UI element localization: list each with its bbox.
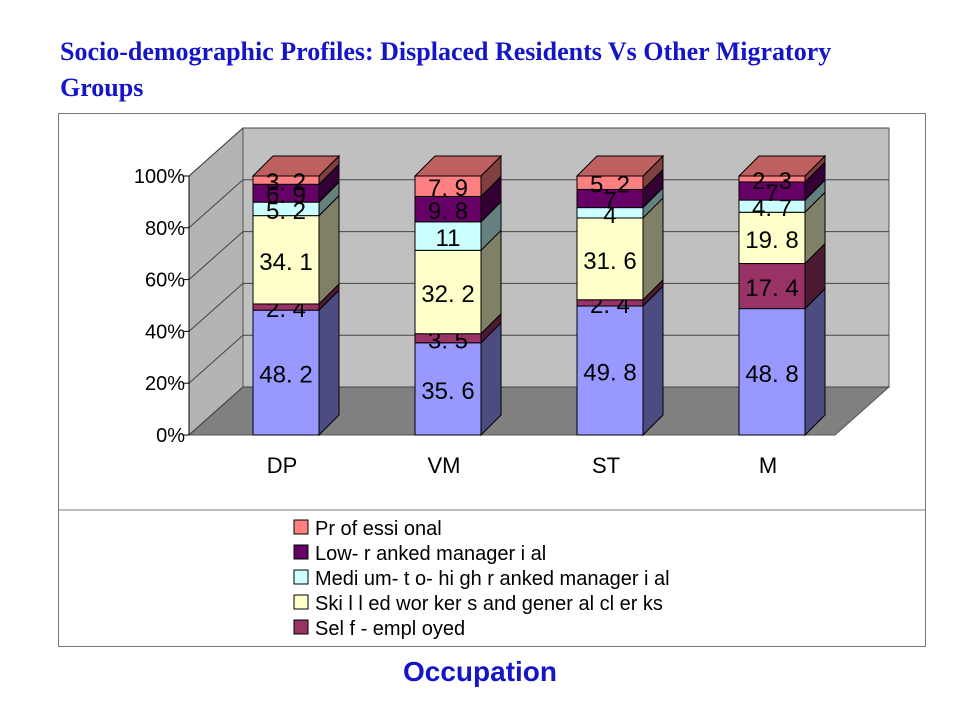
slide-title: Socio-demographic Profiles: Displaced Re…: [60, 37, 832, 102]
y-tick-label: 0%: [156, 425, 185, 447]
bar-segment: [414, 195, 482, 223]
gridline: [188, 127, 889, 177]
data-label: 31. 6: [583, 248, 636, 275]
data-label: 3. 2: [266, 169, 306, 196]
bar-side: [642, 284, 664, 437]
x-tick-label: ST: [592, 453, 620, 478]
y-tick-label: 20%: [145, 373, 185, 395]
bar-side: [804, 287, 826, 437]
bar-top: [575, 155, 665, 177]
data-label: 9. 8: [428, 198, 468, 225]
legend-label: Sel f - empl oyed: [315, 618, 465, 640]
x-tick-label: DP: [267, 453, 298, 478]
data-label: 48. 8: [745, 361, 798, 388]
y-tick-label: 80%: [145, 218, 185, 240]
data-label: 7: [603, 188, 616, 215]
data-label: 2. 3: [752, 168, 792, 195]
legend-swatch: [293, 544, 309, 560]
data-label: 34. 1: [259, 249, 312, 276]
legend-label: Medi um- t o- hi gh r anked manager i al: [315, 568, 670, 590]
legend-swatch: [293, 569, 309, 585]
data-label: 11: [436, 225, 461, 252]
data-label: 6. 9: [266, 182, 306, 209]
gridline: [188, 179, 889, 229]
bar-segment: [252, 215, 320, 305]
legend-swatch: [293, 519, 309, 535]
legend-label: Ski l l ed wor ker s and gener al cl er …: [315, 593, 663, 615]
bar-segment: [576, 305, 644, 436]
y-tick-label: 40%: [145, 321, 185, 343]
bar-side: [318, 288, 340, 437]
x-tick-label: VM: [428, 453, 461, 478]
legend-label: Low- r anked manager i al: [315, 543, 546, 565]
bar-segment: [576, 217, 644, 301]
y-tick-label: 60%: [145, 270, 185, 292]
x-tick-label: M: [759, 453, 777, 478]
chart-frame: 0% 20% 40% 60% 80% 100% 48. 2 2. 4 34. 1 5. 2 6. 9…: [58, 113, 926, 647]
data-label: 5. 2: [590, 172, 630, 199]
data-label: 32. 2: [421, 281, 474, 308]
bar-segment: [414, 249, 482, 335]
stacked-bar-chart: 0%20%40%60%80%100%48. 22. 434. 15. 26. 9…: [59, 126, 925, 640]
bar-top: [737, 155, 827, 177]
bar-segment: [738, 308, 806, 436]
bar-segment: [414, 342, 482, 436]
data-label: 17. 4: [745, 275, 798, 302]
gridline: [188, 282, 889, 332]
legend-label: Pr of essi onal: [315, 518, 442, 540]
gridline: [188, 386, 889, 436]
data-label: 19. 8: [745, 227, 798, 254]
bar-top: [251, 155, 341, 177]
gridline: [188, 231, 889, 280]
legend-swatch: [293, 619, 309, 635]
bar-segment: [738, 211, 806, 265]
bar-top: [413, 155, 503, 177]
y-tick-label: 100%: [134, 166, 185, 188]
gridline: [188, 334, 889, 384]
legend-swatch: [293, 594, 309, 610]
chart-caption: Occupation: [402, 656, 557, 687]
data-label: 35. 6: [421, 378, 474, 405]
data-label: 7: [765, 180, 778, 207]
data-label: 4: [603, 202, 616, 229]
data-label: 49. 8: [583, 360, 636, 387]
data-label: 7. 9: [428, 175, 468, 202]
bar-segment: [414, 221, 482, 251]
data-label: 48. 2: [259, 362, 312, 389]
side-wall: [188, 126, 244, 437]
